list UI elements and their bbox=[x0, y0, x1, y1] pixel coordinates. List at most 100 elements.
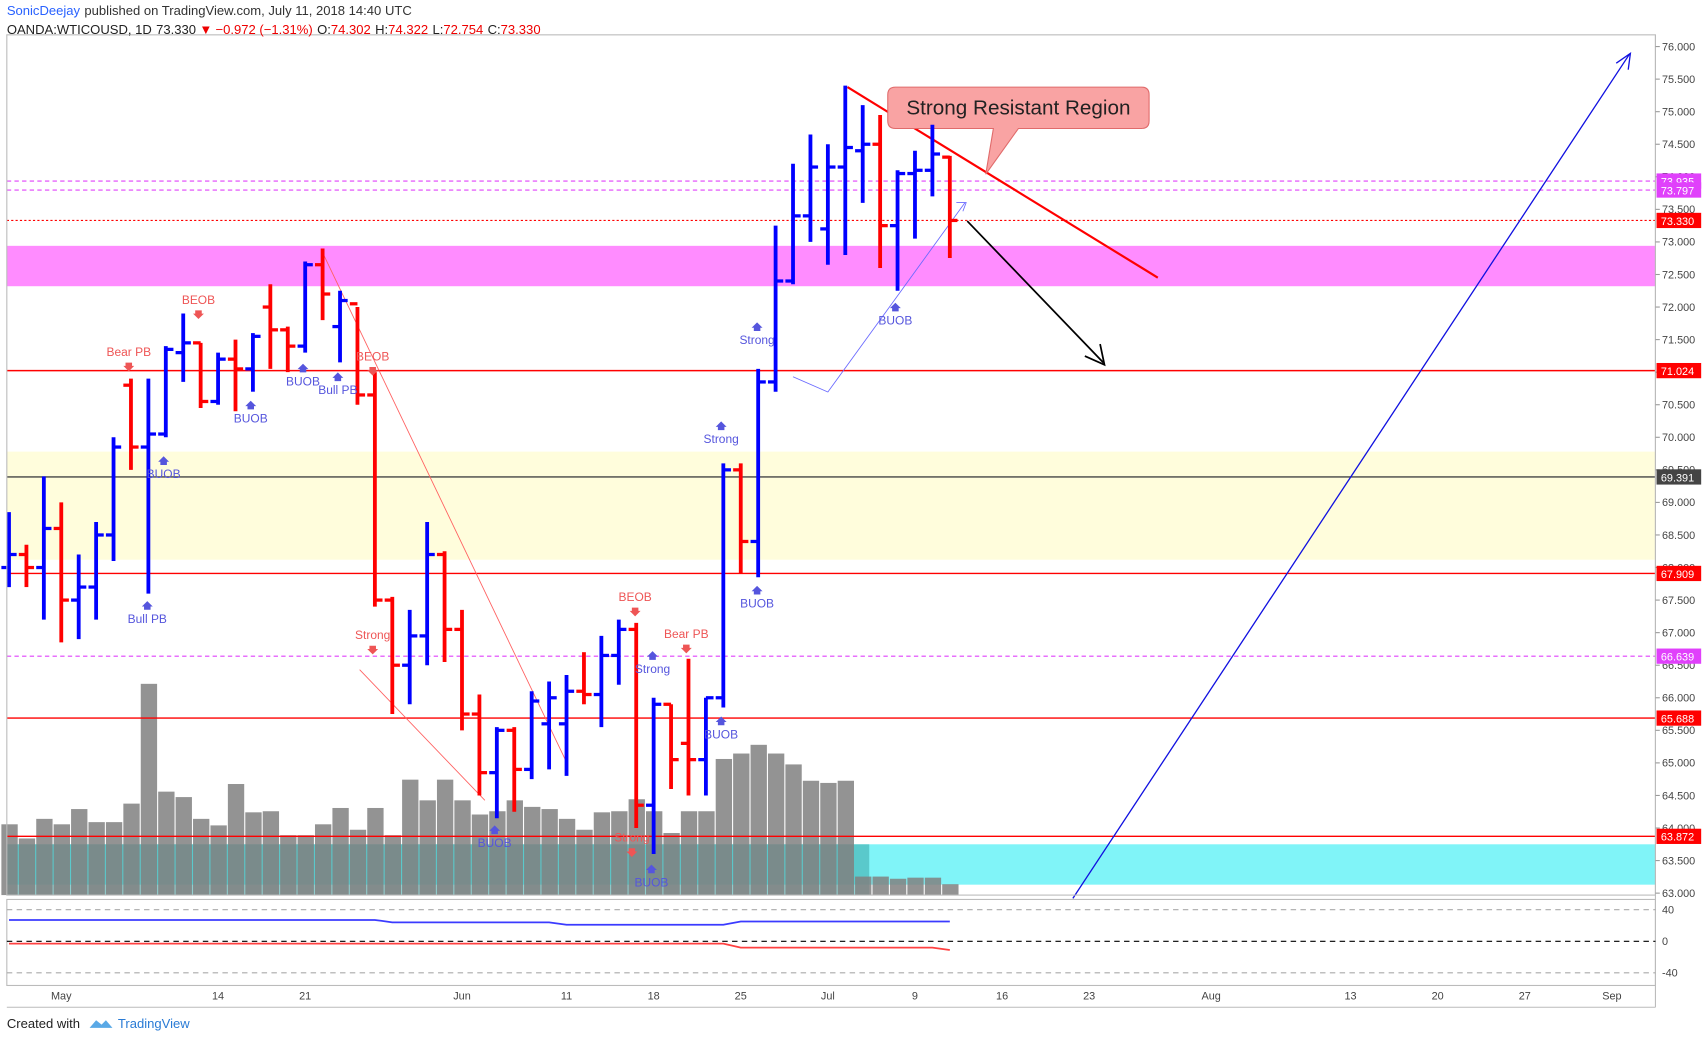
signal-arrow bbox=[647, 651, 658, 660]
author[interactable]: SonicDeejay bbox=[7, 3, 81, 18]
signal-arrow bbox=[141, 601, 153, 610]
signal-label: Bull PB bbox=[318, 383, 357, 397]
volume-bar bbox=[384, 835, 402, 896]
signal-label: Bear PB bbox=[106, 345, 151, 359]
volume-bar bbox=[541, 809, 558, 896]
signal-arrow bbox=[626, 848, 638, 857]
oscillator: 40 0 -40 bbox=[6, 905, 1678, 980]
x-tick-label: 11 bbox=[561, 991, 572, 1003]
volume-bar bbox=[889, 878, 907, 896]
volume-bar bbox=[628, 799, 645, 896]
signal-label: BUOB bbox=[286, 374, 320, 388]
arrow: ▼ bbox=[199, 22, 212, 37]
volume-bar bbox=[767, 753, 785, 896]
price-tag-label: 69.391 bbox=[1661, 472, 1694, 484]
trend-line bbox=[359, 669, 486, 801]
volume-bar bbox=[733, 753, 750, 896]
volume-bar bbox=[837, 780, 854, 896]
y-tick-label: 63.500 bbox=[1662, 855, 1695, 867]
signal-label: Strong bbox=[739, 333, 774, 347]
volume-bar bbox=[593, 812, 611, 896]
x-tick-label: 27 bbox=[1519, 991, 1531, 1003]
symbol-line: OANDA:WTICOUSD, 1D 73.330 ▼ −0.972 (−1.31%)… bbox=[7, 22, 541, 37]
volume-bar bbox=[245, 812, 262, 896]
volume-bar bbox=[820, 782, 837, 896]
volume-bar bbox=[715, 758, 733, 896]
volume-bar bbox=[750, 744, 767, 896]
volume-bar bbox=[367, 807, 384, 896]
trend-line bbox=[792, 202, 966, 393]
price-axis: 63.00063.50064.00064.50065.00065.50066.0… bbox=[1655, 41, 1702, 900]
header-line: SonicDeejay published on TradingView.com,… bbox=[7, 3, 412, 18]
signal-label: Strong bbox=[704, 432, 739, 446]
x-tick-label: 16 bbox=[996, 991, 1008, 1003]
price-tag bbox=[1656, 212, 1702, 229]
y-tick-label: 65.500 bbox=[1662, 725, 1695, 737]
time-axis: May 14 21 Jun 11 18 25 Jul 9 16 23 Aug 13 20 27 Sep bbox=[51, 991, 1622, 1003]
y-tick-label: 75.000 bbox=[1662, 106, 1695, 118]
volume-bar bbox=[698, 811, 715, 896]
volume-bar bbox=[872, 876, 889, 896]
signal-label: BEOB bbox=[356, 349, 389, 363]
ohlc-value: 72.754 bbox=[443, 22, 483, 37]
signal-label: BUOB bbox=[234, 411, 268, 425]
price-tag bbox=[1656, 469, 1702, 485]
volume-bar bbox=[158, 791, 175, 896]
volume bbox=[1, 683, 959, 896]
x-tick-label: 18 bbox=[648, 991, 660, 1003]
volume-bar bbox=[471, 814, 489, 896]
signal-label: BUOB bbox=[878, 313, 912, 327]
y-tick-label: 63.000 bbox=[1662, 888, 1695, 900]
projection-arrow bbox=[966, 220, 1104, 364]
x-tick-label: Jul bbox=[821, 991, 835, 1003]
volume-bar bbox=[663, 833, 680, 896]
volume-bar bbox=[489, 811, 506, 896]
volume-bar bbox=[506, 800, 523, 896]
signal-arrow bbox=[245, 400, 257, 410]
volume-bar bbox=[105, 822, 123, 896]
price-tag bbox=[1656, 710, 1702, 726]
volume-bar bbox=[419, 800, 436, 896]
volume-bar bbox=[942, 884, 959, 896]
signal-label: BUOB bbox=[635, 875, 669, 889]
x-tick-label: 25 bbox=[735, 991, 747, 1003]
signal-label: Bull PB bbox=[128, 612, 167, 626]
ohlc-value: 74.322 bbox=[388, 22, 428, 37]
volume-bar bbox=[227, 784, 245, 896]
osc-tick-label: 40 bbox=[1662, 905, 1674, 917]
zone bbox=[6, 451, 1656, 560]
y-tick-label: 70.500 bbox=[1662, 400, 1695, 412]
osc-line bbox=[9, 919, 950, 926]
ohlc-key: O: bbox=[317, 22, 331, 37]
osc-tick-label: 0 bbox=[1662, 936, 1668, 948]
y-tick-label: 75.500 bbox=[1662, 74, 1695, 86]
volume-bar bbox=[297, 835, 314, 896]
signal-label: BUOB bbox=[740, 597, 774, 611]
change: −0.972 (−1.31%) bbox=[216, 22, 313, 37]
signal-arrow bbox=[889, 302, 901, 312]
last: 73.330 bbox=[156, 22, 196, 37]
signal-arrow bbox=[751, 585, 763, 595]
volume-bar bbox=[855, 876, 872, 896]
signal-arrow bbox=[367, 366, 379, 376]
price-tag-label: 63.872 bbox=[1661, 832, 1694, 844]
logo bbox=[89, 1020, 113, 1028]
volume-bar bbox=[802, 780, 820, 896]
volume-bar bbox=[785, 764, 802, 896]
volume-bar bbox=[88, 822, 105, 896]
x-tick-label: 20 bbox=[1432, 991, 1444, 1003]
zone bbox=[6, 245, 1656, 287]
signal-arrow bbox=[715, 421, 727, 431]
y-tick-label: 68.500 bbox=[1662, 530, 1695, 542]
arrow-head bbox=[1084, 343, 1106, 367]
footer-brand[interactable]: TradingView bbox=[118, 1016, 190, 1031]
signal-label: BUOB bbox=[478, 836, 512, 850]
ohlc-value: 74.302 bbox=[331, 22, 371, 37]
y-tick-label: 69.000 bbox=[1662, 497, 1695, 509]
y-tick-label: 72.500 bbox=[1662, 269, 1695, 281]
price-tag-label: 73.330 bbox=[1661, 216, 1694, 228]
ohlc-key: H: bbox=[375, 22, 388, 37]
signal-arrow bbox=[297, 363, 309, 373]
